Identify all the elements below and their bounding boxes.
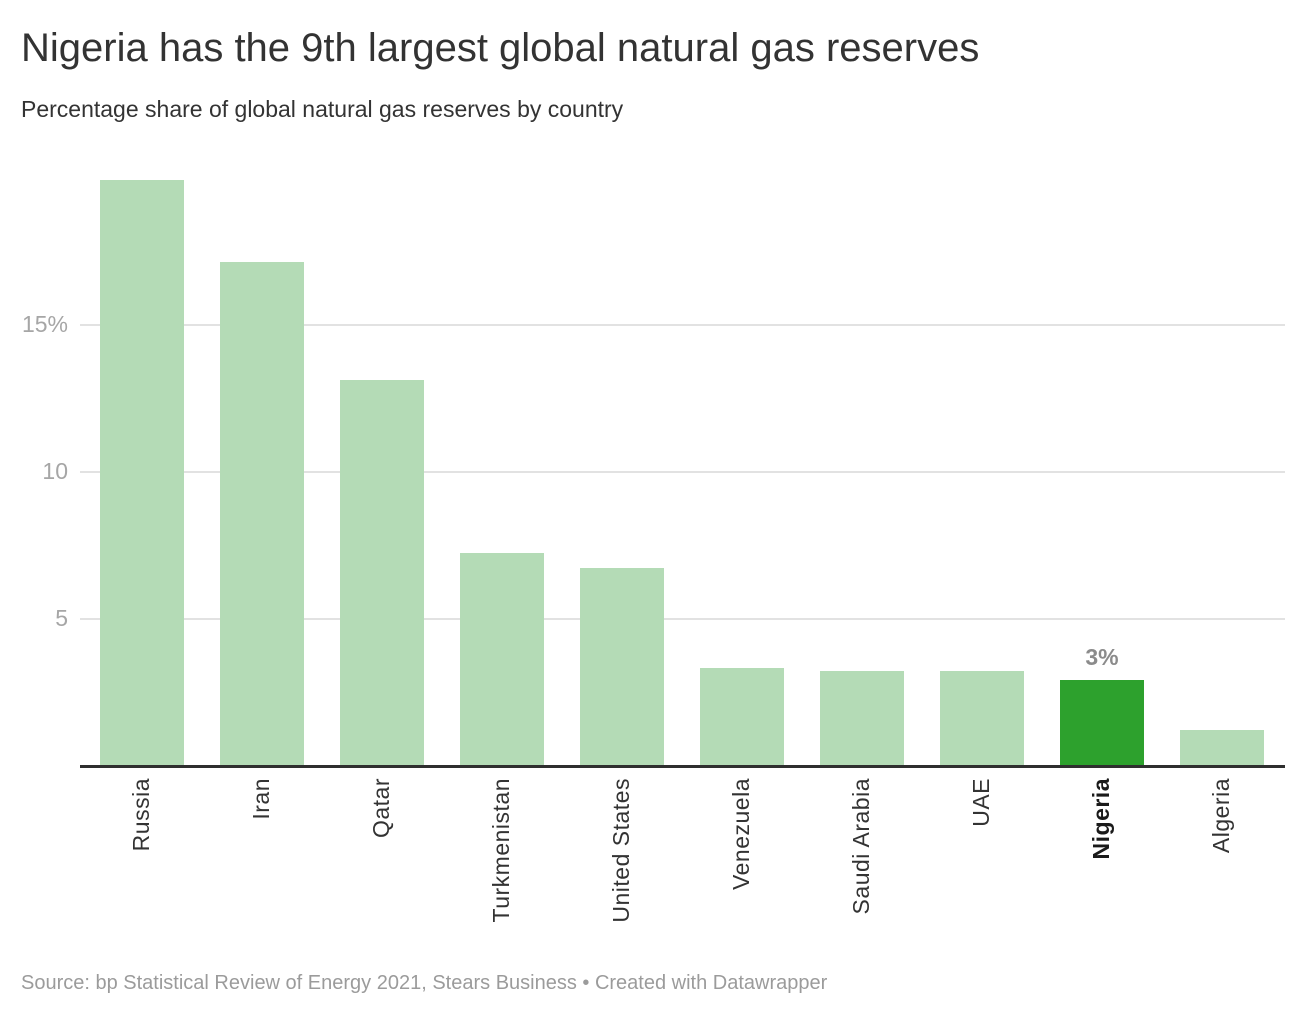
y-tick-label-15: 15% <box>21 311 68 337</box>
x-label-uae: UAE <box>968 778 994 827</box>
x-label-turkmenistan: Turkmenistan <box>488 778 514 923</box>
bar-united-states[interactable] <box>580 568 664 765</box>
page-title: Nigeria has the 9th largest global natur… <box>21 26 980 70</box>
bar-uae[interactable] <box>940 671 1024 765</box>
x-label-venezuela: Venezuela <box>728 778 754 890</box>
bar-saudi-arabia[interactable] <box>820 671 904 765</box>
bar-iran[interactable] <box>220 262 304 765</box>
bar-algeria[interactable] <box>1180 730 1264 765</box>
gridline-15 <box>80 324 1285 326</box>
y-tick-label-5: 5 <box>55 605 68 631</box>
bar-russia[interactable] <box>100 180 184 765</box>
bar-venezuela[interactable] <box>700 668 784 765</box>
x-label-united-states: United States <box>608 778 634 923</box>
bar-nigeria[interactable] <box>1060 680 1144 765</box>
x-axis-line <box>80 765 1285 768</box>
x-label-algeria: Algeria <box>1208 778 1234 854</box>
y-tick-label-10: 10 <box>42 458 68 484</box>
bar-qatar[interactable] <box>340 380 424 765</box>
x-label-russia: Russia <box>128 778 154 852</box>
x-label-saudi-arabia: Saudi Arabia <box>848 778 874 915</box>
value-label-nigeria: 3% <box>1085 644 1119 670</box>
source-note: Source: bp Statistical Review of Energy … <box>21 972 828 994</box>
x-label-iran: Iran <box>248 778 274 820</box>
gridline-10 <box>80 471 1285 473</box>
bar-turkmenistan[interactable] <box>460 553 544 765</box>
gridline-5 <box>80 618 1285 620</box>
page-subtitle: Percentage share of global natural gas r… <box>21 96 624 122</box>
x-label-nigeria: Nigeria <box>1088 778 1114 860</box>
x-label-qatar: Qatar <box>368 778 394 839</box>
